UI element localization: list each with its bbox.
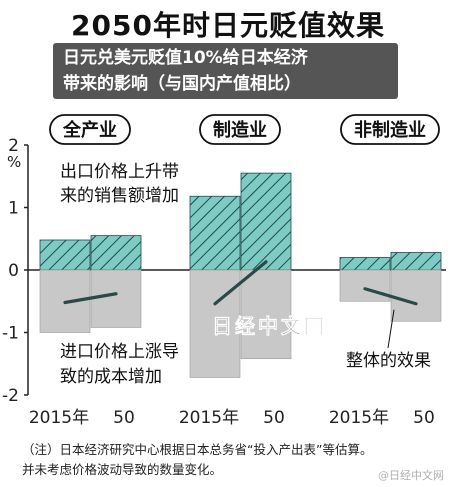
footnote: （注）日本经济研究中心根据日本总务省“投入产出表”等估算。 并未考虑价格波动导致… — [22, 440, 442, 480]
annotation-export: 来的销售额增加 — [60, 186, 179, 206]
group-label: 制造业 — [213, 119, 267, 141]
bar-import-cost — [339, 269, 391, 302]
y-tick-label: -2 — [2, 386, 19, 406]
group-label-pill — [49, 114, 131, 145]
group-label: 非制造业 — [354, 119, 426, 141]
x-tick-label: 2015年 — [179, 408, 239, 428]
annotation-net: 整体的效果 — [346, 351, 431, 371]
net-effect-line — [213, 260, 268, 306]
net-effect-line — [63, 292, 118, 305]
subtitle-line-1: 日元兑美元贬值10%给日本经济 — [63, 48, 308, 68]
footnote-line-1: （注）日本经济研究中心根据日本总务省“投入产出表”等估算。 — [22, 442, 373, 457]
y-axis-unit: % — [7, 153, 21, 171]
bar-export-increase — [90, 235, 142, 271]
x-tick-label: 2015年 — [329, 408, 389, 428]
annotation-net-pointer — [387, 309, 395, 349]
bar-export-increase — [189, 195, 241, 271]
bar-import-cost — [240, 269, 292, 360]
annotation-export: 出口价格上升带 — [60, 162, 179, 182]
net-effect-line — [363, 287, 418, 306]
x-tick-label: 50 — [413, 408, 435, 428]
group-label: 全产业 — [62, 119, 117, 141]
bar-import-cost — [390, 269, 442, 322]
group-label-pill — [199, 114, 281, 145]
watermark-text: 日经中文网 — [212, 314, 327, 338]
annotation-net-bg — [342, 348, 434, 372]
bar-import-cost — [189, 269, 241, 378]
footnote-line-2: 并未考虑价格波动导致的数量变化。 — [22, 462, 223, 477]
y-tick-label: 2 — [8, 136, 19, 156]
y-tick-label: -1 — [2, 324, 19, 344]
y-tick-label: 0 — [8, 261, 19, 281]
chart-subtitle: 日元兑美元贬值10%给日本经济 带来的影响（与国内产值相比） — [53, 43, 398, 99]
subtitle-line-2: 带来的影响（与国内产值相比） — [63, 74, 301, 94]
y-tick-label: 1 — [8, 199, 19, 219]
bar-export-increase — [339, 257, 391, 271]
corner-watermark: @日经中文网 — [378, 469, 444, 482]
x-tick-label: 50 — [113, 408, 135, 428]
annotation-import: 进口价格上涨导 — [60, 342, 179, 362]
group-label-pill — [340, 114, 440, 145]
bar-export-increase — [390, 252, 442, 271]
x-tick-label: 50 — [263, 408, 285, 428]
bar-export-increase — [39, 239, 91, 271]
x-tick-label: 2015年 — [29, 408, 89, 428]
annotation-import: 致的成本增加 — [60, 367, 162, 387]
bar-import-cost — [90, 269, 142, 328]
bar-export-increase — [240, 172, 292, 271]
chart-title: 2050年时日元贬值效果 — [71, 9, 385, 42]
